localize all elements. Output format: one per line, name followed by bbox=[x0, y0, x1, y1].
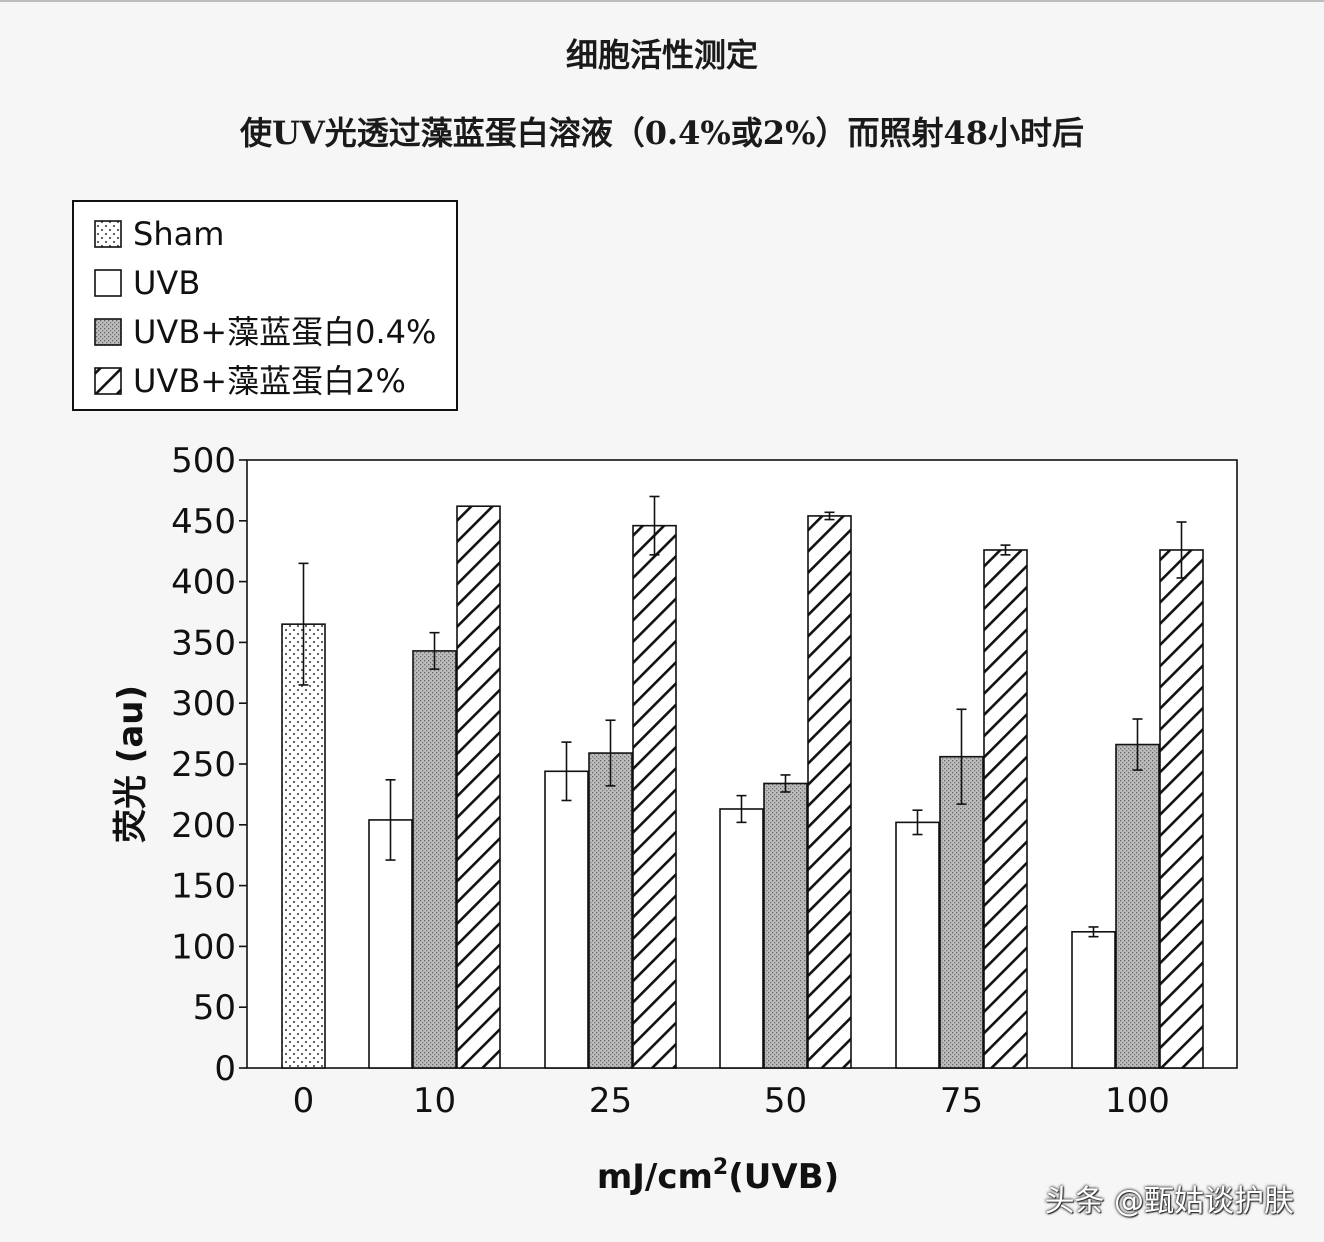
bar-hatch bbox=[807, 515, 852, 1069]
legend-swatch-dots bbox=[94, 220, 122, 248]
bar-empty bbox=[368, 819, 413, 1069]
bars bbox=[281, 495, 1204, 1069]
bar-shaded bbox=[763, 782, 808, 1069]
legend-swatch-shaded bbox=[94, 318, 122, 346]
y-tick-label: 400 bbox=[171, 563, 236, 603]
bar-shaded bbox=[939, 755, 984, 1069]
y-tick-label: 250 bbox=[171, 745, 236, 785]
x-tick-label: 10 bbox=[413, 1081, 456, 1121]
legend: Sham UVB UVB+藻蓝蛋白0.4% UVB+藻蓝蛋白2% bbox=[72, 200, 458, 411]
x-tick-label: 100 bbox=[1105, 1081, 1170, 1121]
y-tick-label: 500 bbox=[171, 441, 236, 481]
top-border bbox=[0, 0, 1324, 2]
x-axis-label-base: mJ/cm bbox=[597, 1157, 713, 1197]
bar-dots bbox=[281, 623, 326, 1069]
y-tick-label: 450 bbox=[171, 502, 236, 542]
bar-shaded bbox=[1115, 743, 1160, 1069]
y-tick-label: 350 bbox=[171, 623, 236, 663]
y-tick-label: 200 bbox=[171, 806, 236, 846]
x-tick-label: 25 bbox=[589, 1081, 632, 1121]
bar-hatch bbox=[456, 505, 501, 1069]
legend-label: Sham bbox=[133, 215, 224, 253]
bar-shaded bbox=[588, 752, 633, 1069]
chart-title: 细胞活性测定 bbox=[565, 36, 758, 74]
bar-hatch bbox=[1159, 549, 1204, 1069]
bar-empty bbox=[719, 808, 764, 1069]
y-tick-label: 0 bbox=[214, 1049, 236, 1089]
bar-hatch bbox=[983, 549, 1028, 1069]
y-axis-label: 荧光 (au) bbox=[111, 685, 151, 843]
y-tick-label: 300 bbox=[171, 684, 236, 724]
x-tick-label: 0 bbox=[293, 1081, 315, 1121]
y-tick-label: 150 bbox=[171, 867, 236, 907]
chart-subtitle: 使UV光透过藻蓝蛋白溶液（0.4%或2%）而照射48小时后 bbox=[239, 114, 1085, 152]
bar-empty bbox=[544, 770, 589, 1069]
x-tick-label: 50 bbox=[764, 1081, 807, 1121]
y-axis: 0 50 100 150 200 250 300 350 400 450 500 bbox=[171, 441, 247, 1089]
legend-label: UVB+藻蓝蛋白0.4% bbox=[133, 313, 436, 351]
x-axis: 0 10 25 50 75 100 bbox=[293, 1081, 1170, 1121]
x-axis-label-sup: 2 bbox=[713, 1155, 728, 1180]
y-tick-label: 100 bbox=[171, 927, 236, 967]
bar-hatch bbox=[632, 524, 677, 1069]
legend-label: UVB bbox=[133, 264, 200, 302]
x-axis-label: mJ/cm2(UVB) bbox=[597, 1155, 839, 1197]
x-tick-label: 75 bbox=[940, 1081, 983, 1121]
legend-swatch-empty bbox=[94, 269, 122, 297]
bar-empty bbox=[1071, 931, 1116, 1069]
legend-label: UVB+藻蓝蛋白2% bbox=[133, 362, 406, 400]
legend-box bbox=[72, 200, 458, 411]
bar-empty bbox=[895, 821, 940, 1069]
watermark: 头条 @甄姑谈护肤 bbox=[1044, 1184, 1294, 1219]
bar-shaded bbox=[412, 650, 457, 1069]
legend-swatch-hatch bbox=[94, 367, 122, 395]
x-axis-label-suffix: (UVB) bbox=[728, 1157, 839, 1197]
y-tick-label: 50 bbox=[193, 988, 236, 1028]
